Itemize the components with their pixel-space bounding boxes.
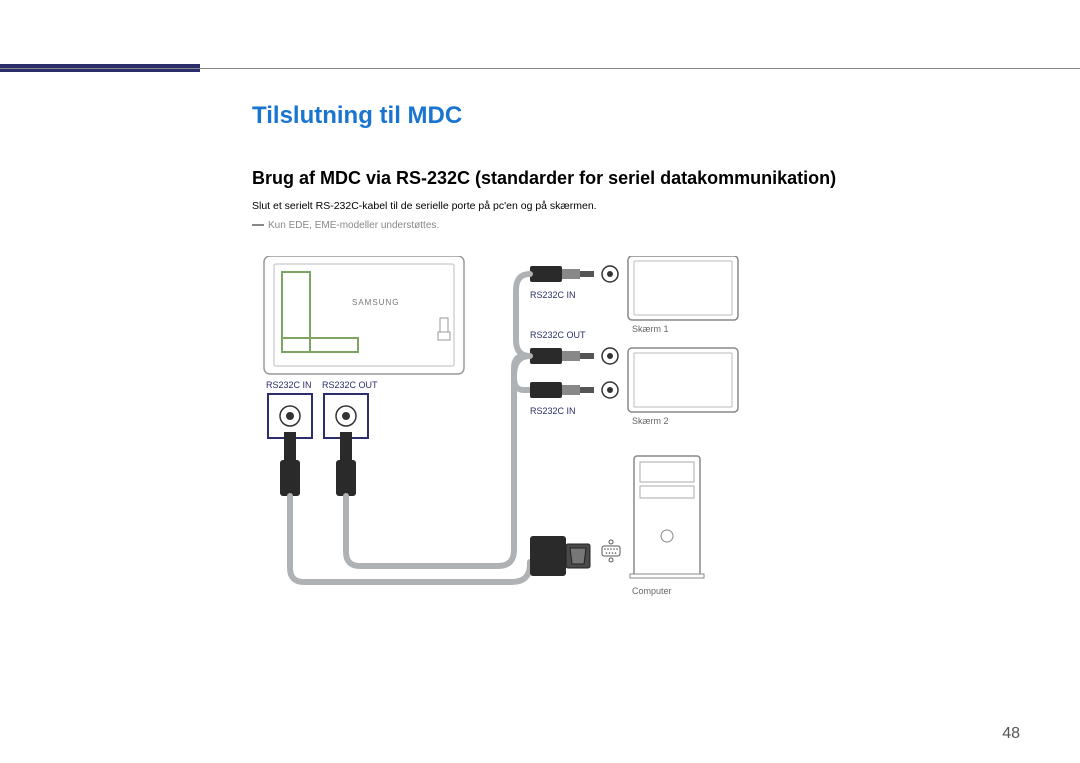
computer-label: Computer [632,586,672,596]
port-label-out-left: RS232C OUT [322,380,378,390]
page-title: Tilslutning til MDC [252,102,462,130]
note-dash-icon [252,224,264,226]
screen2-label: Skærm 2 [632,416,669,426]
description-text: Slut et serielt RS-232C-kabel til de ser… [252,200,597,212]
diagram-svg [252,256,852,646]
connection-diagram: SAMSUNG RS232C IN RS232C OUT RS232C IN R… [252,256,852,646]
port-label-in-top: RS232C IN [530,290,576,300]
page-subtitle: Brug af MDC via RS-232C (standarder for … [252,168,836,189]
page-number: 48 [1002,725,1020,743]
brand-label: SAMSUNG [352,298,399,307]
note-text: Kun EDE, EME-modeller understøttes. [252,220,439,231]
header-divider [0,68,1080,69]
screen1-label: Skærm 1 [632,324,669,334]
note-content: Kun EDE, EME-modeller understøttes. [268,220,439,231]
port-label-in-mid: RS232C IN [530,406,576,416]
port-label-in-left: RS232C IN [266,380,312,390]
port-label-out-mid: RS232C OUT [530,330,586,340]
